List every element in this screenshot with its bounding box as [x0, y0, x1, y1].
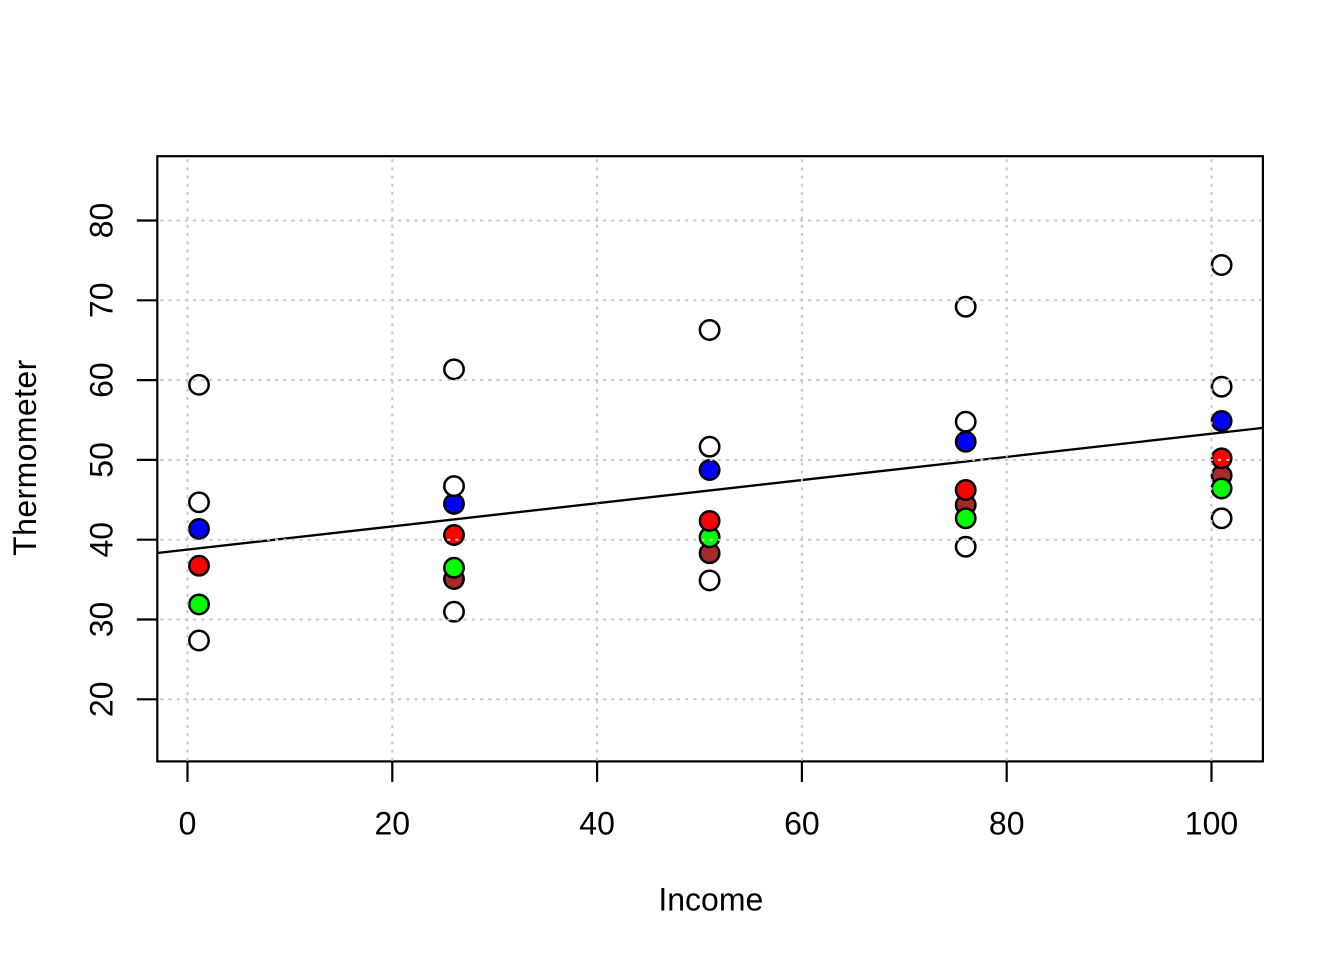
- svg-text:40: 40: [83, 522, 119, 558]
- svg-text:80: 80: [989, 805, 1025, 841]
- svg-text:60: 60: [784, 805, 820, 841]
- svg-text:50: 50: [83, 442, 119, 478]
- svg-text:Thermometer: Thermometer: [7, 359, 43, 555]
- svg-text:20: 20: [375, 805, 411, 841]
- svg-text:0: 0: [179, 805, 197, 841]
- svg-text:40: 40: [579, 805, 615, 841]
- svg-text:30: 30: [83, 602, 119, 638]
- svg-text:Income: Income: [658, 882, 763, 918]
- svg-text:20: 20: [83, 682, 119, 718]
- svg-text:80: 80: [83, 203, 119, 239]
- svg-text:60: 60: [83, 362, 119, 398]
- svg-text:100: 100: [1185, 805, 1238, 841]
- svg-text:70: 70: [83, 283, 119, 319]
